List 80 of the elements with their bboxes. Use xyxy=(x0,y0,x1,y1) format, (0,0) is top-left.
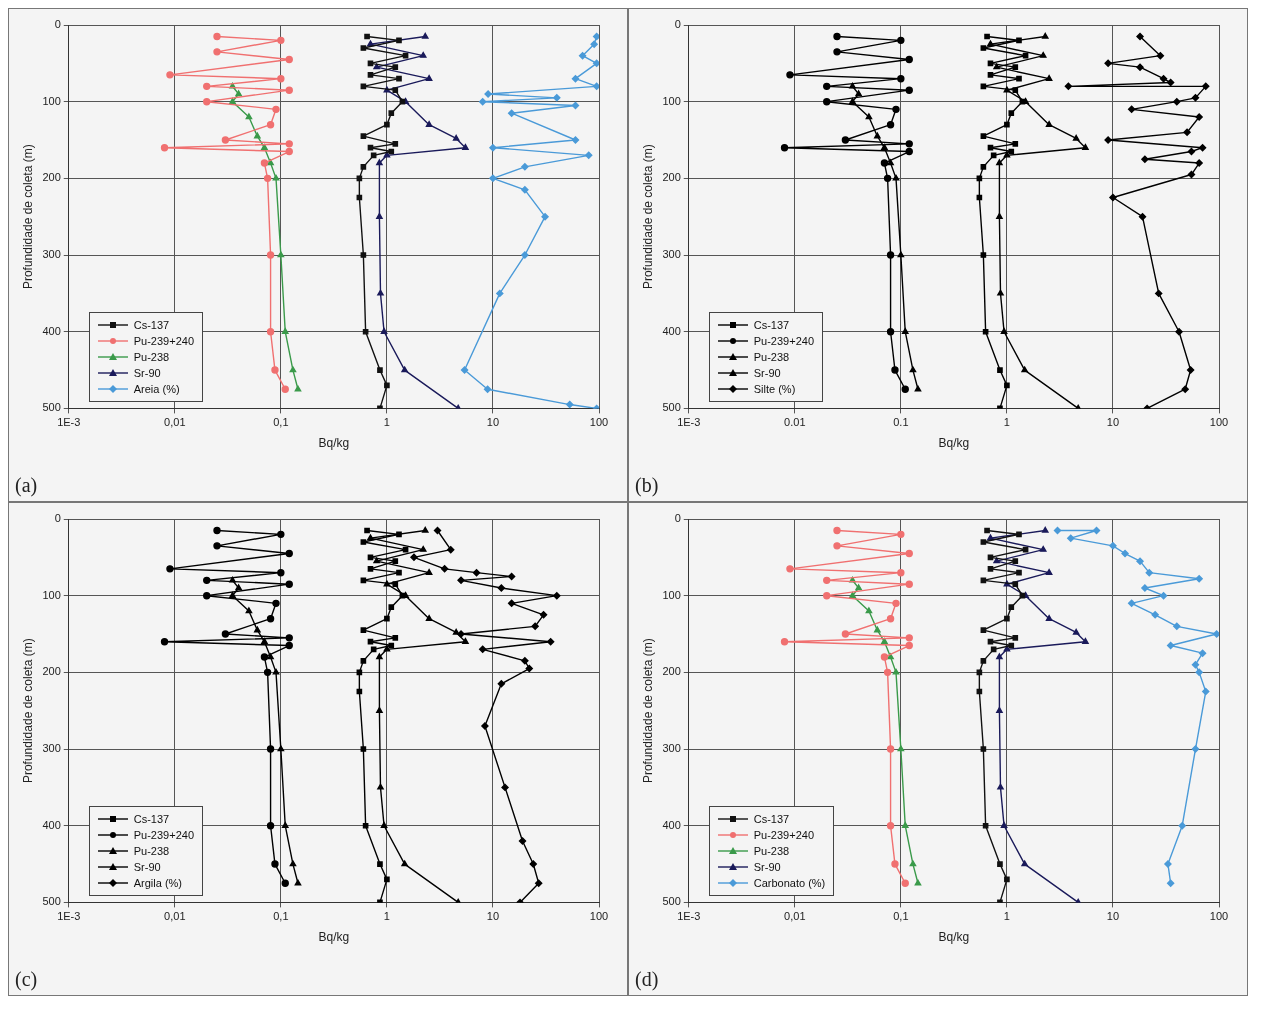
legend-label: Sr-90 xyxy=(753,367,781,380)
legend-label: Cs-137 xyxy=(753,813,790,826)
x-axis-title: Bq/kg xyxy=(318,436,350,451)
legend-label: Pu-238 xyxy=(133,845,170,858)
y-tick-label: 300 xyxy=(662,742,681,755)
y-axis-title: Profundidade de coleta (m) xyxy=(20,638,35,784)
x-tick-label: 100 xyxy=(589,416,609,429)
y-tick-label: 400 xyxy=(42,818,61,831)
y-tick-label: 300 xyxy=(42,742,61,755)
x-tick-label: 0,1 xyxy=(893,910,909,923)
x-axis-title: Bq/kg xyxy=(318,930,350,945)
y-tick-label: 200 xyxy=(662,171,681,184)
y-tick-label: 200 xyxy=(42,171,61,184)
x-axis-title: Bq/kg xyxy=(938,930,970,945)
x-tick-label: 0,01 xyxy=(784,910,806,923)
y-tick-label: 400 xyxy=(662,324,681,337)
legend-label: Pu-239+240 xyxy=(133,335,194,348)
y-axis-title: Profundidade de coleta (m) xyxy=(640,638,655,784)
x-axis-title: Bq/kg xyxy=(938,436,970,451)
x-tick-label: 1 xyxy=(1003,910,1010,923)
legend-label: Cs-137 xyxy=(753,319,790,332)
legend-label: Pu-239+240 xyxy=(133,829,194,842)
x-tick-label: 1 xyxy=(1003,416,1010,429)
legend-label: Silte (%) xyxy=(753,383,796,396)
x-tick-label: 1 xyxy=(383,910,390,923)
legend-label: Carbonato (%) xyxy=(753,877,826,890)
x-tick-label: 10 xyxy=(486,416,500,429)
y-tick-label: 500 xyxy=(42,401,61,414)
x-tick-label: 1E-3 xyxy=(57,910,81,923)
legend-label: Cs-137 xyxy=(133,319,170,332)
legend-label: Pu-238 xyxy=(753,351,790,364)
y-axis-title: Profundidade de coleta (m) xyxy=(640,144,655,290)
x-tick-label: 1E-3 xyxy=(677,910,701,923)
legend-label: Sr-90 xyxy=(133,861,161,874)
x-tick-label: 100 xyxy=(1209,416,1229,429)
x-tick-label: 1E-3 xyxy=(677,416,701,429)
x-tick-label: 0,01 xyxy=(164,910,186,923)
y-axis-title: Profundidade de coleta (m) xyxy=(20,144,35,290)
x-tick-label: 0,1 xyxy=(273,910,289,923)
x-tick-label: 1 xyxy=(383,416,390,429)
x-tick-label: 10 xyxy=(486,910,500,923)
y-tick-label: 0 xyxy=(54,512,61,525)
y-tick-label: 200 xyxy=(662,665,681,678)
legend-label: Areia (%) xyxy=(133,383,180,396)
y-tick-label: 0 xyxy=(674,512,681,525)
y-tick-label: 500 xyxy=(42,895,61,908)
legend-label: Pu-238 xyxy=(753,845,790,858)
y-tick-label: 200 xyxy=(42,665,61,678)
y-tick-label: 300 xyxy=(42,248,61,261)
x-tick-label: 0,01 xyxy=(164,416,186,429)
y-tick-label: 500 xyxy=(662,895,681,908)
y-tick-label: 100 xyxy=(42,588,61,601)
legend-label: Argila (%) xyxy=(133,877,183,890)
x-tick-label: 1E-3 xyxy=(57,416,81,429)
x-tick-label: 0.1 xyxy=(893,416,909,429)
text: (d) xyxy=(635,968,659,991)
x-tick-label: 0,1 xyxy=(273,416,289,429)
legend-label: Cs-137 xyxy=(133,813,170,826)
y-tick-label: 400 xyxy=(42,324,61,337)
y-tick-label: 400 xyxy=(662,818,681,831)
legend-label: Sr-90 xyxy=(133,367,161,380)
x-tick-label: 10 xyxy=(1106,910,1120,923)
legend-label: Pu-239+240 xyxy=(753,335,814,348)
x-tick-label: 100 xyxy=(1209,910,1229,923)
x-tick-label: 100 xyxy=(589,910,609,923)
y-tick-label: 100 xyxy=(662,588,681,601)
x-tick-label: 10 xyxy=(1106,416,1120,429)
legend-label: Sr-90 xyxy=(753,861,781,874)
text: (b) xyxy=(635,474,659,497)
legend-label: Pu-239+240 xyxy=(753,829,814,842)
text: (c) xyxy=(15,968,38,991)
y-tick-label: 500 xyxy=(662,401,681,414)
y-tick-label: 100 xyxy=(42,94,61,107)
y-tick-label: 100 xyxy=(662,94,681,107)
x-tick-label: 0.01 xyxy=(784,416,806,429)
text: (a) xyxy=(15,474,38,497)
y-tick-label: 300 xyxy=(662,248,681,261)
legend-label: Pu-238 xyxy=(133,351,170,364)
y-tick-label: 0 xyxy=(54,18,61,31)
y-tick-label: 0 xyxy=(674,18,681,31)
